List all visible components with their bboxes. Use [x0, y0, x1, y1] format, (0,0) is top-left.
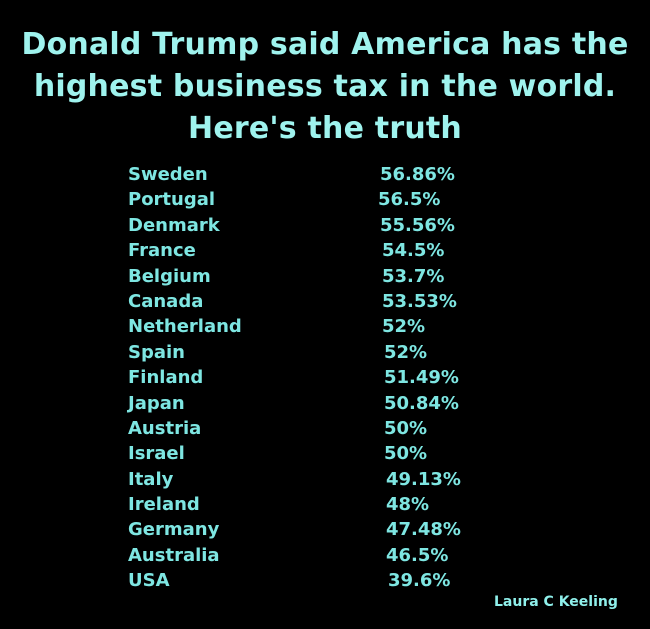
- headline-line-3: Here's the truth: [188, 111, 462, 146]
- tax-rate-value: 55.56%: [380, 214, 455, 236]
- tax-rate-value: 50%: [384, 443, 428, 465]
- tax-rate-value: 56.86%: [380, 164, 455, 185]
- author-credit: Laura C Keeling: [494, 594, 618, 610]
- tax-row: Ireland 48%: [128, 492, 488, 517]
- tax-row: France 54.5%: [128, 238, 488, 263]
- tax-row: Australia 46.5%: [128, 543, 488, 568]
- tax-rate-value: 54.5%: [382, 240, 445, 262]
- country-name: Spain: [128, 341, 185, 363]
- country-name: Finland: [128, 367, 204, 389]
- country-name: Sweden: [128, 164, 208, 185]
- tax-rate-list: Sweden 56.86% Portugal 56.5% Denmark 55.56% Fr…: [128, 162, 488, 594]
- tax-row: Japan 50.84%: [128, 391, 488, 416]
- country-name: Germany: [128, 519, 220, 541]
- tax-rate-value: 47.48%: [386, 519, 461, 541]
- country-name: Portugal: [128, 189, 216, 211]
- tax-rate-value: 46.5%: [386, 544, 449, 566]
- country-name: Japan: [128, 392, 185, 414]
- tax-row: Denmark 55.56%: [128, 213, 488, 238]
- tax-rate-value: 53.53%: [382, 290, 457, 312]
- tax-rate-value: 39.6%: [388, 570, 451, 592]
- tax-rate-value: 50.84%: [384, 392, 459, 414]
- tax-rate-value: 50%: [384, 417, 428, 439]
- country-name: USA: [128, 570, 170, 592]
- tax-rate-value: 52%: [382, 316, 426, 338]
- tax-row: Austria 50%: [128, 416, 488, 441]
- tax-rate-value: 56.5%: [378, 189, 441, 211]
- headline: Donald Trump said America has the highes…: [0, 24, 650, 150]
- country-name: Denmark: [128, 214, 220, 236]
- tax-row: Canada 53.53%: [128, 289, 488, 314]
- country-name: Australia: [128, 544, 220, 566]
- tax-rate-value: 48%: [386, 494, 430, 516]
- tax-row: Netherland 52%: [128, 314, 488, 339]
- tax-row: Portugal 56.5%: [128, 187, 488, 212]
- country-name: Netherland: [128, 316, 242, 338]
- tax-rate-value: 52%: [384, 341, 428, 363]
- tax-row: Sweden 56.86%: [128, 162, 488, 187]
- tax-row: Germany 47.48%: [128, 517, 488, 542]
- tax-rate-value: 53.7%: [382, 265, 445, 287]
- country-name: Italy: [128, 468, 174, 490]
- country-name: Israel: [128, 443, 185, 465]
- tax-row: Israel 50%: [128, 441, 488, 466]
- country-name: Austria: [128, 417, 202, 439]
- tax-rate-value: 51.49%: [384, 367, 459, 389]
- headline-line-1: Donald Trump said America has the: [21, 27, 629, 62]
- tax-row: Italy 49.13%: [128, 467, 488, 492]
- headline-line-2: highest business tax in the world.: [33, 69, 617, 104]
- country-name: Ireland: [128, 494, 200, 516]
- tax-rate-value: 49.13%: [386, 468, 461, 490]
- tax-row: Belgium 53.7%: [128, 264, 488, 289]
- country-name: France: [128, 240, 196, 262]
- tax-row: USA 39.6%: [128, 568, 488, 593]
- tax-row: Finland 51.49%: [128, 365, 488, 390]
- country-name: Belgium: [128, 265, 211, 287]
- tax-row: Spain 52%: [128, 340, 488, 365]
- country-name: Canada: [128, 290, 204, 312]
